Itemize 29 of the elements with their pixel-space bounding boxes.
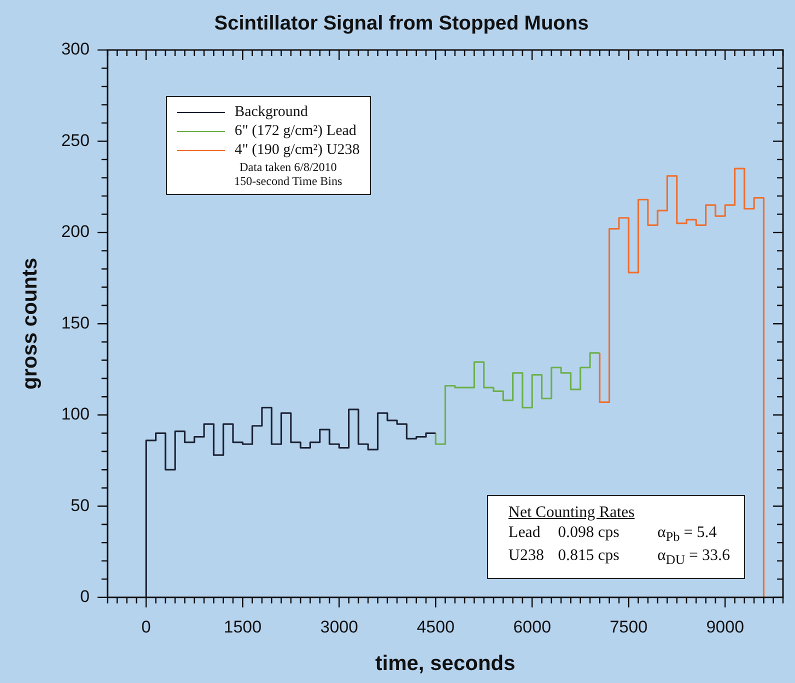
x-tick-label: 1500	[224, 617, 262, 636]
x-tick-label: 3000	[320, 617, 358, 636]
x-tick-label: 4500	[416, 617, 455, 636]
annotation: Data taken 6/8/2010	[238, 160, 338, 174]
chart-title: Scintillator Signal from Stopped Muons	[214, 12, 589, 35]
x-tick-label: 6000	[513, 617, 552, 636]
legend-label: 6" (172 g/cm²) Lead	[234, 122, 356, 141]
x-tick-label: 0	[141, 617, 151, 636]
annotation: Lead	[508, 524, 542, 544]
annotation: U238	[508, 547, 544, 566]
annotation: α$_{DU}$ = 33.6	[656, 547, 730, 568]
y-axis-title: gross counts	[18, 258, 42, 390]
annotation: Net Counting Rates	[508, 504, 636, 522]
x-tick-label: 7500	[610, 617, 648, 636]
legend-label: Background	[234, 103, 308, 122]
annotation: 0.098 cps	[558, 524, 620, 544]
y-tick-label: 0	[80, 587, 90, 606]
annotation: 150-second Time Bins	[233, 174, 344, 188]
y-tick-label: 100	[61, 404, 90, 424]
y-tick-label: 200	[61, 222, 90, 242]
annotation: 0.815 cps	[558, 547, 620, 566]
y-tick-label: 50	[70, 496, 90, 515]
y-tick-label: 150	[61, 313, 90, 332]
annotation: α$_{Pb}$ = 5.4	[656, 524, 718, 546]
y-tick-label: 300	[61, 40, 90, 59]
legend-label: 4" (190 g/cm²) U238	[234, 141, 360, 160]
x-axis-title: time, seconds	[375, 652, 516, 676]
x-tick-label: 9000	[706, 617, 744, 636]
y-tick-label: 250	[61, 130, 90, 150]
